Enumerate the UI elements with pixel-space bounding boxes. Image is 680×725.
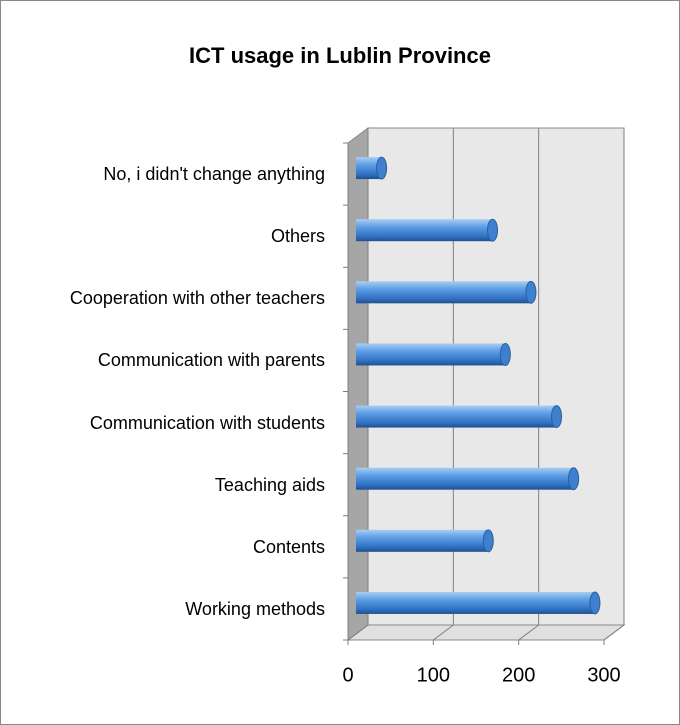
y-tick-label-box: Communication with parents: [5, 330, 325, 390]
y-tick-label: Working methods: [185, 598, 325, 619]
y-tick-label: Cooperation with other teachers: [69, 288, 325, 309]
bar-cap: [525, 280, 537, 304]
bar: [356, 529, 494, 553]
bar-cap: [551, 405, 563, 429]
y-tick-label-box: Contents: [5, 517, 325, 577]
bar-body: [356, 591, 595, 614]
bar: [356, 467, 580, 491]
y-tick-label-box: Communication with students: [5, 393, 325, 453]
x-tick-label: 200: [502, 664, 535, 686]
bar: [356, 405, 563, 429]
floor-grid-line: [603, 624, 625, 641]
bar-cap: [482, 529, 494, 553]
bar-body: [356, 281, 531, 304]
bar-body: [356, 157, 382, 180]
floor-grid-line: [347, 624, 369, 641]
bar: [356, 280, 537, 304]
y-tick-label: Others: [270, 226, 325, 247]
bar-body: [356, 343, 506, 366]
y-tick-label: Contents: [252, 536, 325, 557]
bar: [356, 591, 601, 615]
x-tick-label: 0: [342, 664, 353, 686]
side-wall: [347, 127, 369, 641]
bar: [356, 342, 511, 366]
bar-cap: [487, 218, 499, 242]
floor-grid-line: [518, 624, 539, 641]
x-tick-label: 300: [587, 664, 620, 686]
y-tick-label: Communication with students: [89, 412, 325, 433]
bar-body: [356, 405, 557, 428]
bar-body: [356, 529, 489, 552]
bar-cap: [589, 591, 601, 615]
bar-cap: [376, 156, 388, 180]
x-tick-label: 100: [417, 664, 450, 686]
y-tick-label-box: Cooperation with other teachers: [5, 268, 325, 328]
y-tick-label-box: Teaching aids: [5, 455, 325, 515]
y-tick-label: No, i didn't change anything: [103, 164, 325, 185]
y-tick-label: Communication with parents: [97, 350, 325, 371]
bar: [356, 218, 499, 242]
bar: [356, 156, 388, 180]
bar-body: [356, 467, 574, 490]
bar-cap: [568, 467, 580, 491]
chart-title: ICT usage in Lublin Province: [189, 43, 491, 68]
y-tick-label: Teaching aids: [214, 474, 325, 495]
floor-grid-line: [433, 624, 454, 641]
bar-body: [356, 219, 493, 242]
bar-cap: [499, 342, 511, 366]
y-tick-label-box: No, i didn't change anything: [5, 144, 325, 204]
floor: [346, 624, 626, 641]
y-tick-label-box: Others: [5, 206, 325, 266]
y-tick-label-box: Working methods: [5, 579, 325, 639]
